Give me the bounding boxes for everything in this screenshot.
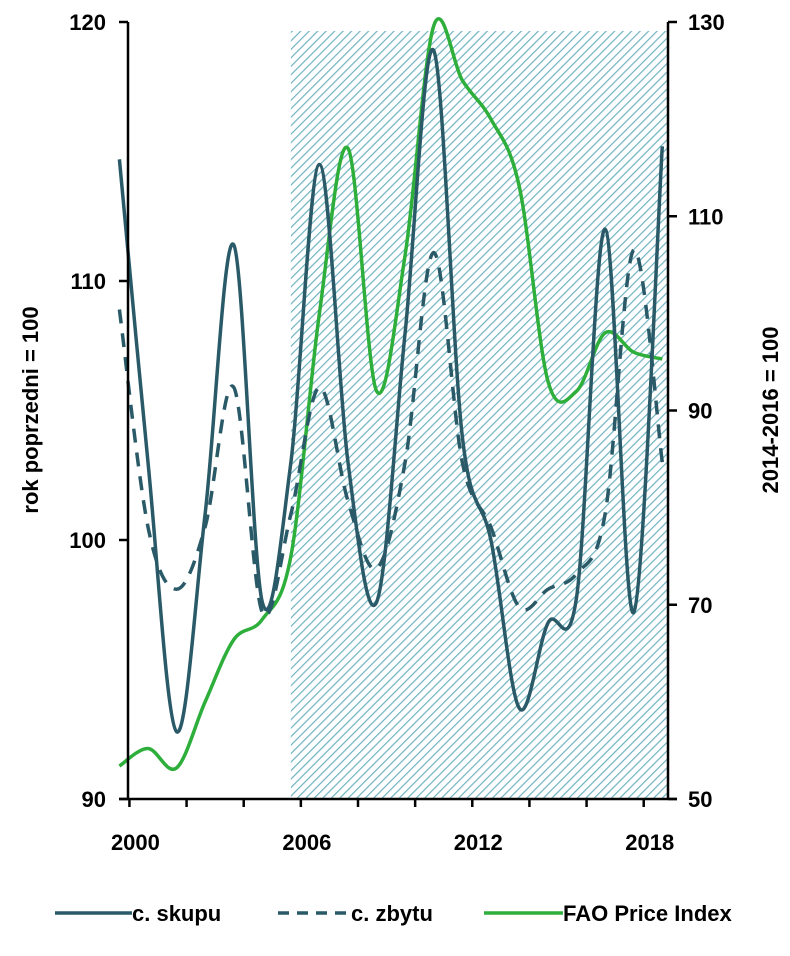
legend: c. skupu c. zbytu FAO Price Index	[55, 901, 732, 926]
right-tick-label: 50	[688, 787, 712, 812]
legend-item-skupu: c. skupu	[55, 901, 221, 926]
left-tick-label: 100	[69, 528, 106, 553]
series-line-c-skupu	[117, 47, 665, 734]
right-tick-label: 70	[688, 593, 712, 618]
series-line-fao-price-index	[118, 16, 663, 772]
axes-layer: 90 100 110 120 50 70 90 110 130 2000 2006 2012 2018	[69, 10, 724, 855]
x-tick-label: 2018	[625, 830, 674, 855]
legend-item-zbytu: c. zbytu	[278, 901, 433, 926]
x-tick-label: 2012	[454, 830, 503, 855]
legend-label-skupu: c. skupu	[132, 901, 221, 926]
right-tick-label: 130	[688, 10, 725, 35]
left-axis-title: rok poprzedni = 100	[18, 306, 43, 513]
x-tick-label: 2006	[282, 830, 331, 855]
legend-label-zbytu: c. zbytu	[351, 901, 433, 926]
series-line-c-zbytu	[117, 248, 665, 618]
left-tick-label: 110	[71, 269, 107, 294]
right-axis-title: 2014-2016 = 100	[758, 327, 783, 494]
left-tick-label: 120	[69, 10, 106, 35]
legend-label-fao: FAO Price Index	[563, 901, 732, 926]
right-tick-label: 110	[688, 204, 724, 229]
series-layer	[117, 16, 665, 772]
shaded-region	[290, 31, 668, 799]
x-tick-label: 2000	[111, 830, 160, 855]
legend-item-fao: FAO Price Index	[484, 901, 732, 926]
right-tick-label: 90	[688, 399, 712, 424]
left-tick-label: 90	[82, 787, 106, 812]
